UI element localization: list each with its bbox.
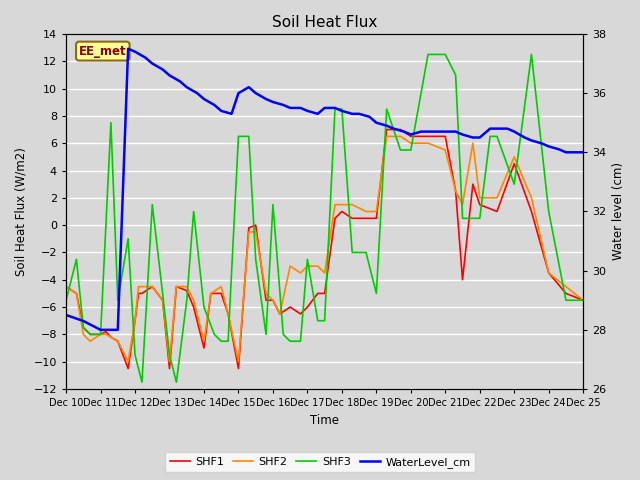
SHF2 bbox=[348, 202, 356, 207]
SHF1 bbox=[62, 284, 70, 289]
SHF2 bbox=[124, 359, 132, 365]
SHF2 bbox=[383, 133, 390, 139]
SHF1 bbox=[383, 127, 390, 132]
SHF3 bbox=[138, 379, 146, 385]
SHF1 bbox=[348, 216, 356, 221]
Legend: SHF1, SHF2, SHF3, WaterLevel_cm: SHF1, SHF2, SHF3, WaterLevel_cm bbox=[165, 452, 475, 472]
Line: SHF3: SHF3 bbox=[66, 54, 583, 382]
Line: SHF2: SHF2 bbox=[66, 136, 583, 362]
SHF1 bbox=[579, 298, 587, 303]
WaterLevel_cm bbox=[62, 312, 70, 318]
WaterLevel_cm bbox=[469, 134, 477, 140]
WaterLevel_cm bbox=[124, 46, 132, 52]
SHF2 bbox=[338, 202, 346, 207]
SHF3 bbox=[280, 332, 287, 337]
WaterLevel_cm bbox=[435, 129, 442, 134]
SHF1 bbox=[321, 290, 328, 296]
SHF3 bbox=[303, 256, 311, 262]
SHF3 bbox=[62, 298, 70, 303]
SHF1 bbox=[124, 366, 132, 372]
SHF3 bbox=[579, 298, 587, 303]
SHF1 bbox=[338, 209, 346, 215]
WaterLevel_cm bbox=[218, 108, 225, 114]
WaterLevel_cm bbox=[228, 111, 236, 117]
Y-axis label: Water level (cm): Water level (cm) bbox=[612, 163, 625, 261]
SHF3 bbox=[424, 51, 432, 57]
SHF3 bbox=[338, 106, 346, 112]
SHF3 bbox=[362, 250, 370, 255]
Text: EE_met: EE_met bbox=[79, 45, 127, 58]
SHF2 bbox=[62, 284, 70, 289]
SHF2 bbox=[321, 270, 328, 276]
SHF3 bbox=[224, 338, 232, 344]
Title: Soil Heat Flux: Soil Heat Flux bbox=[272, 15, 378, 30]
SHF1 bbox=[314, 290, 321, 296]
WaterLevel_cm bbox=[562, 149, 570, 155]
X-axis label: Time: Time bbox=[310, 414, 339, 427]
Line: SHF1: SHF1 bbox=[66, 130, 583, 369]
Y-axis label: Soil Heat Flux (W/m2): Soil Heat Flux (W/m2) bbox=[15, 147, 28, 276]
SHF3 bbox=[97, 332, 104, 337]
SHF2 bbox=[314, 263, 321, 269]
SHF2 bbox=[173, 284, 180, 289]
Line: WaterLevel_cm: WaterLevel_cm bbox=[66, 49, 583, 330]
WaterLevel_cm bbox=[521, 134, 529, 140]
WaterLevel_cm bbox=[97, 327, 104, 333]
SHF1 bbox=[442, 133, 449, 139]
SHF2 bbox=[579, 298, 587, 303]
WaterLevel_cm bbox=[579, 149, 587, 155]
SHF2 bbox=[442, 147, 449, 153]
SHF1 bbox=[173, 284, 180, 289]
